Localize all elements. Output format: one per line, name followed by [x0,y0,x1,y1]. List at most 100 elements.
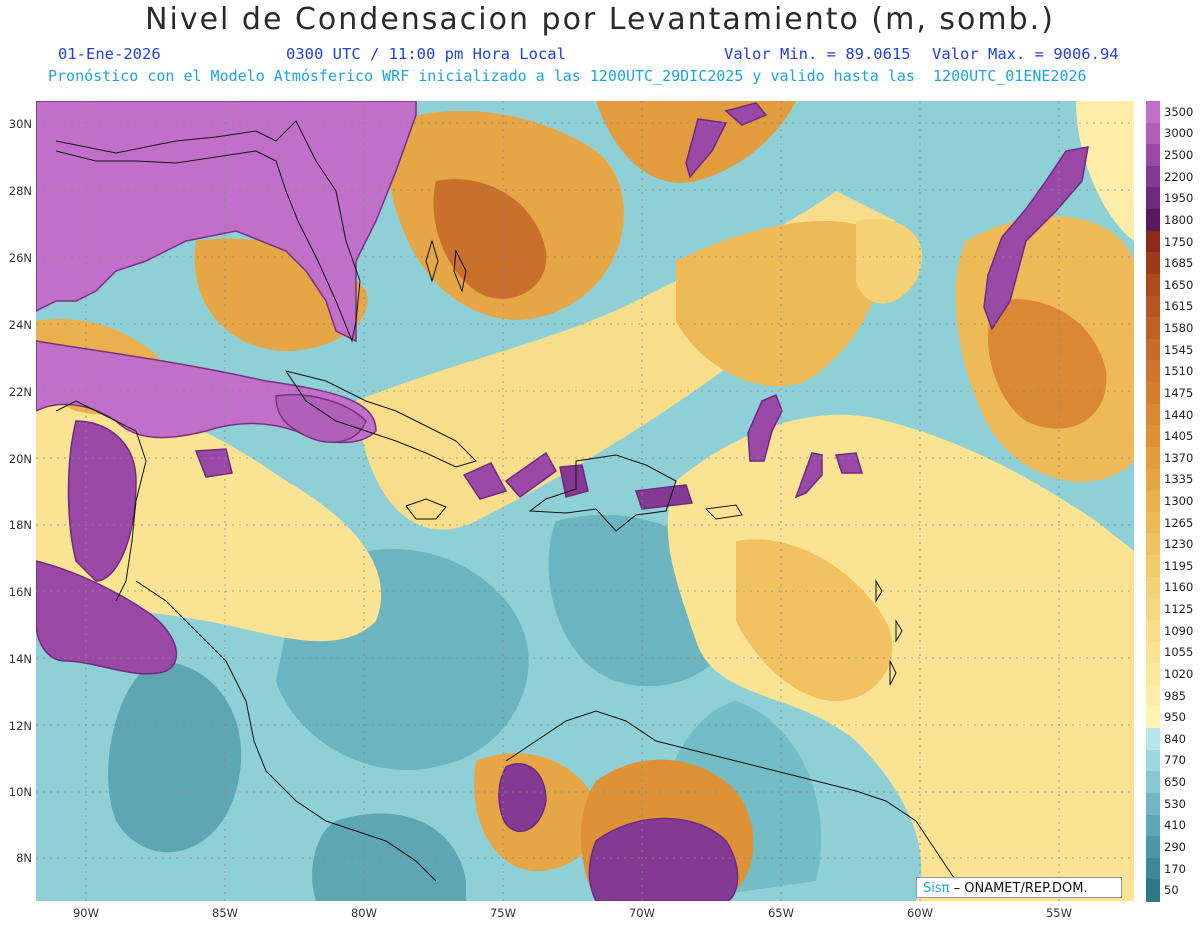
colorbar-segment [1146,619,1160,643]
lat-label: 24N [8,318,32,332]
colorbar-segment [1146,273,1160,297]
colorbar-segment [1146,555,1160,578]
colorbar-segment [1146,209,1160,232]
colorbar-label: 1055 [1164,645,1194,660]
colorbar-segment [1146,684,1160,707]
purple-atl-2 [794,452,823,499]
lon-label: 90W [72,906,99,920]
colorbar-label: 1685 [1164,256,1194,271]
colorbar-segment [1146,425,1160,448]
lat-label: 12N [8,719,32,733]
purple-atl-1 [747,394,783,462]
lat-label: 30N [8,117,32,131]
colorbar-segment [1146,576,1160,599]
lon-label: 70W [628,906,655,920]
colorbar-label: 2200 [1164,169,1194,184]
purple-north-1 [685,118,728,179]
colorbar-segment [1146,317,1160,340]
colorbar-label: 1125 [1164,602,1194,617]
graticule [36,101,1134,901]
colorbar-label: 1950 [1164,191,1194,206]
colorbar-segment [1146,511,1160,535]
lon-label: 55W [1045,906,1072,920]
colorbar-label: 650 [1164,775,1186,790]
colorbar-label: 950 [1164,710,1186,725]
colorbar-segment [1146,857,1160,880]
colorbar-segment [1146,468,1160,491]
colorbar-segment [1146,598,1160,621]
colorbar-segment [1146,749,1160,772]
purple-hispaniola-east [634,484,694,510]
colorbar [1146,101,1160,902]
colorbar-label: 1230 [1164,537,1194,552]
colorbar-label: 170 [1164,861,1186,876]
purple-blob-3 [504,451,557,499]
colorbar-label: 1475 [1164,385,1194,400]
field-brown-ne [987,299,1107,429]
colorbar-segment [1146,165,1160,189]
colorbar-segment [1146,706,1160,729]
purple-blob-1 [194,448,233,478]
credit-box: Sisπ – ONAMET/REP.DOM. [916,877,1122,898]
field-yellow-ne-corner [1076,101,1134,241]
purple-blob-2 [462,462,508,500]
colorbar-label: 1265 [1164,515,1194,530]
colorbar-segment [1146,879,1160,902]
lat-label: 18N [8,518,32,532]
purple-honduras [36,560,177,675]
purple-hispaniola-west [559,464,589,498]
forecast-date: 01-Ene-2026 [58,45,161,63]
purple-north-2 [724,102,768,126]
colorbar-label: 410 [1164,818,1186,833]
colorbar-label: 1440 [1164,407,1194,422]
lon-label: 75W [489,906,516,920]
colorbar-label: 2500 [1164,148,1194,163]
colorbar-label: 1615 [1164,299,1194,314]
colorbar-segment [1146,771,1160,794]
credit-org: – ONAMET/REP.DOM. [949,881,1088,896]
colorbar-label: 1195 [1164,558,1194,573]
credit-brand: Sisπ [923,881,950,896]
lat-label: 28N [8,184,32,198]
lon-label: 60W [906,906,933,920]
colorbar-label: 50 [1164,883,1179,898]
colorbar-label: 770 [1164,753,1186,768]
colorbar-segment [1146,187,1160,210]
colorbar-segment [1146,814,1160,837]
field-teal-dark-3 [108,661,242,853]
colorbar-segment [1146,403,1160,426]
colorbar-label: 530 [1164,796,1186,811]
colorbar-label: 1335 [1164,472,1194,487]
lon-label: 65W [767,906,794,920]
colorbar-label: 290 [1164,839,1186,854]
colorbar-segment [1146,295,1160,318]
lat-label: 10N [8,785,32,799]
colorbar-segment [1146,663,1160,686]
colorbar-segment [1146,101,1160,124]
colorbar-label: 1160 [1164,580,1194,595]
colorbar-label: 840 [1164,731,1186,746]
purple-colombia [498,763,547,833]
purple-cuba [275,394,367,443]
lon-label: 85W [211,906,238,920]
field-orange-mid [676,221,882,387]
colorbar-label: 985 [1164,688,1186,703]
model-subtitle: Pronóstico con el Modelo Atmósferico WRF… [48,67,1087,85]
colorbar-label: 3000 [1164,126,1194,141]
field-teal-dark-5 [312,813,466,901]
purple-yucatan-south [67,420,137,582]
colorbar-segment [1146,252,1160,275]
colorbar-label: 1370 [1164,450,1194,465]
colorbar-label: 1800 [1164,212,1194,227]
lcl-map [36,101,1134,901]
colorbar-segment [1146,382,1160,405]
colorbar-label: 1545 [1164,342,1194,357]
colorbar-segment [1146,836,1160,859]
colorbar-label: 1090 [1164,623,1194,638]
field-orange-atl [856,219,923,304]
field-brown-bahamas [433,179,547,299]
value-max: Valor Max. = 9006.94 [932,45,1119,63]
lat-label: 26N [8,251,32,265]
colorbar-segment [1146,338,1160,362]
field-yellow-east [667,414,1134,901]
